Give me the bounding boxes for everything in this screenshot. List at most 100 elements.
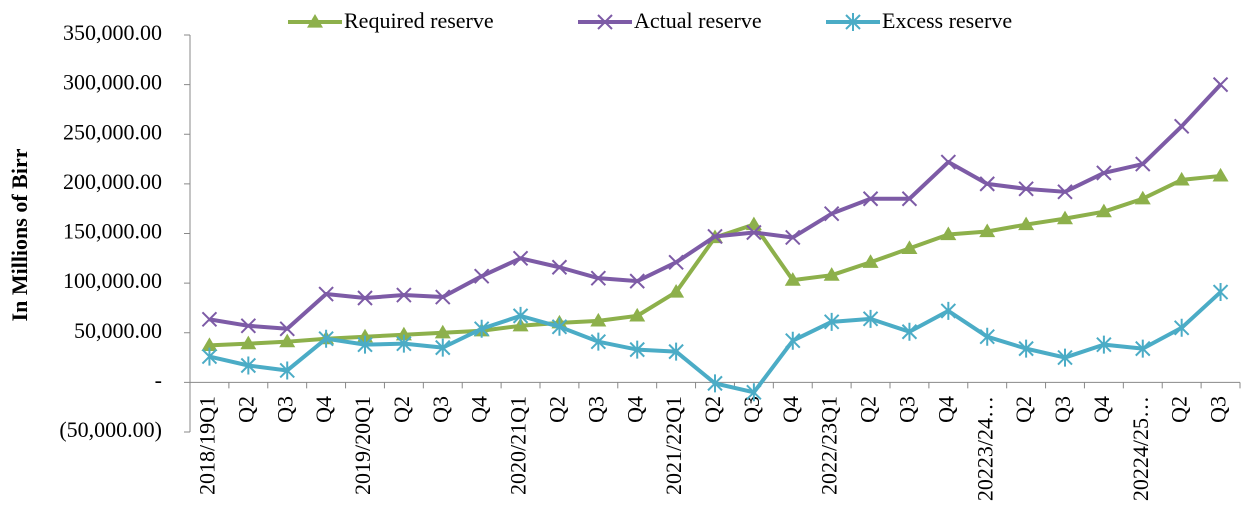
- marker: [318, 329, 334, 348]
- marker: [1057, 184, 1073, 200]
- marker: [1057, 348, 1073, 367]
- marker: [940, 154, 957, 170]
- marker: [901, 322, 918, 341]
- marker: [901, 240, 918, 254]
- marker: [240, 335, 257, 350]
- series-line: [209, 173, 1221, 348]
- marker: [785, 229, 801, 246]
- y-tick-label: 300,000.00: [63, 70, 162, 95]
- series-line: [209, 83, 1223, 331]
- x-tick-label: Q3: [739, 396, 764, 423]
- marker: [629, 307, 646, 322]
- x-tick-label: Q4: [933, 396, 958, 423]
- marker: [823, 267, 840, 281]
- marker: [396, 287, 412, 303]
- series: [201, 167, 1229, 351]
- y-tick-label: (50,000.00): [59, 417, 162, 442]
- x-tick-label: Q2: [856, 396, 881, 423]
- marker: [1095, 203, 1112, 218]
- marker: [862, 309, 879, 328]
- legend-label: Required reserve: [344, 8, 494, 33]
- marker: [979, 223, 996, 238]
- marker: [473, 268, 490, 284]
- x-tick-label: Q3: [428, 396, 453, 423]
- marker: [668, 342, 684, 361]
- x-tick-label: Q4: [311, 396, 336, 423]
- marker: [862, 191, 879, 207]
- marker: [396, 334, 412, 353]
- x-tick-label: Q3: [1206, 396, 1231, 423]
- marker: [1057, 210, 1073, 225]
- marker: [1212, 76, 1229, 93]
- x-tick-label: 2018/19Q1: [194, 396, 219, 495]
- y-tick-label: 100,000.00: [63, 268, 162, 293]
- marker: [434, 324, 451, 339]
- x-tick-label: Q2: [1011, 396, 1036, 423]
- marker: [707, 228, 723, 245]
- marker: [901, 191, 918, 207]
- marker: [435, 338, 451, 357]
- legend-label: Actual reserve: [634, 8, 762, 33]
- x-tick-label: Q3: [894, 396, 919, 423]
- y-tick-label: -: [155, 367, 162, 392]
- legend-label: Excess reserve: [882, 8, 1012, 33]
- marker: [473, 319, 490, 338]
- x-tick-label: 2022/23Q1: [817, 396, 842, 495]
- x-tick-label: Q3: [272, 396, 297, 423]
- marker: [1135, 339, 1151, 358]
- series: [201, 283, 1229, 402]
- marker: [1212, 167, 1229, 182]
- marker: [201, 337, 218, 351]
- marker: [597, 14, 613, 30]
- marker: [1018, 339, 1034, 358]
- marker: [745, 216, 762, 231]
- marker: [746, 383, 762, 402]
- marker: [512, 250, 529, 267]
- marker: [279, 333, 296, 348]
- marker: [746, 224, 762, 241]
- marker: [279, 321, 295, 337]
- marker: [1212, 283, 1229, 302]
- marker: [357, 290, 373, 306]
- y-tick-label: 350,000.00: [63, 20, 162, 45]
- x-tick-label: Q3: [1050, 396, 1075, 423]
- marker: [590, 270, 607, 286]
- marker: [201, 311, 218, 328]
- x-tick-label: 20224/25…: [1128, 396, 1153, 501]
- x-tick-label: Q2: [700, 396, 725, 423]
- marker: [784, 272, 801, 286]
- y-tick-label: 50,000.00: [74, 318, 162, 343]
- marker: [357, 335, 373, 354]
- marker: [240, 356, 257, 375]
- x-tick-label: Q4: [1089, 396, 1114, 423]
- marker: [823, 205, 840, 222]
- y-axis-label: In Millions of Birr: [7, 148, 32, 321]
- marker: [435, 289, 451, 305]
- marker: [551, 317, 568, 336]
- marker: [785, 331, 801, 350]
- x-tick-label: Q4: [622, 396, 647, 423]
- marker: [1173, 118, 1190, 135]
- marker: [318, 286, 334, 302]
- marker: [1173, 171, 1190, 186]
- marker: [668, 284, 685, 298]
- x-tick-label: 2020/21Q1: [506, 396, 531, 495]
- marker: [395, 326, 412, 341]
- marker: [1018, 216, 1035, 231]
- marker: [590, 312, 607, 327]
- marker: [512, 306, 529, 325]
- marker: [979, 327, 995, 346]
- marker: [1096, 165, 1112, 181]
- marker: [979, 176, 995, 192]
- marker: [590, 332, 607, 351]
- marker: [862, 254, 879, 268]
- x-tick-label: 2019/20Q1: [350, 396, 375, 495]
- marker: [279, 361, 295, 380]
- marker: [629, 340, 645, 359]
- x-tick-label: Q4: [467, 396, 492, 423]
- y-tick-label: 250,000.00: [63, 119, 162, 144]
- marker: [1096, 335, 1112, 354]
- marker: [1134, 190, 1151, 205]
- marker: [1135, 156, 1151, 172]
